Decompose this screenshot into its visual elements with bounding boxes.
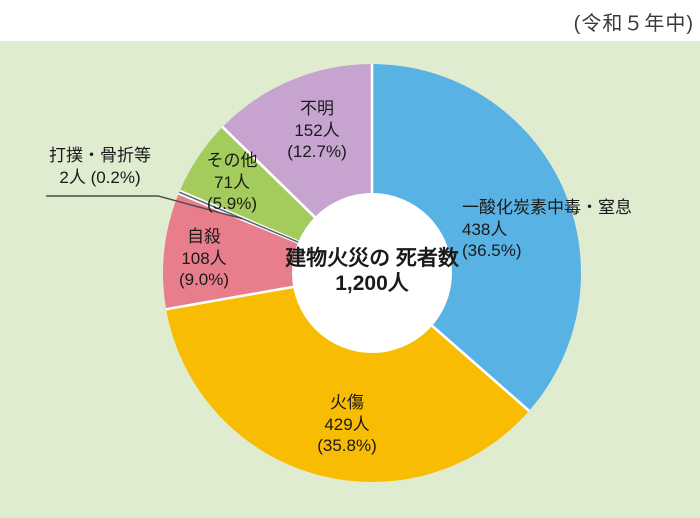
slice-count: 108人	[181, 248, 227, 268]
slice-count-percent: 2人 (0.2%)	[30, 167, 170, 189]
slice-name: 不明	[300, 99, 334, 118]
slice-name: 自殺	[187, 227, 221, 246]
slice-label-bruise-fracture: 打撲・骨折等 2人 (0.2%)	[30, 145, 170, 188]
slice-count: 152人	[294, 120, 340, 140]
slice-count: 71人	[214, 172, 250, 192]
slice-name: 火傷	[330, 393, 364, 412]
slice-percent: (9.0%)	[178, 270, 230, 289]
slice-name: 一酸化炭素中毒・窒息	[462, 198, 632, 217]
pie-slice-burns	[166, 273, 530, 482]
chart-center-label: 建物火災の 死者数 1,200人	[272, 246, 472, 296]
slice-percent: (0.2%)	[90, 167, 141, 187]
slice-label-other: その他 71人 (5.9%)	[167, 150, 297, 215]
slice-label-unknown: 不明 152人 (12.7%)	[252, 98, 382, 163]
slice-count: 438人	[462, 219, 508, 239]
slice-percent: (12.7%)	[287, 142, 347, 161]
slice-name: 打撲・骨折等	[49, 146, 151, 165]
slice-count: 429人	[324, 414, 370, 434]
slice-percent: (35.8%)	[317, 436, 377, 455]
slice-count: 2人	[59, 167, 86, 187]
center-label-line3: 1,200人	[335, 272, 409, 295]
slice-percent: (5.9%)	[206, 194, 258, 213]
center-label-line1: 建物火災の	[285, 247, 391, 270]
donut-hole	[292, 193, 452, 353]
period-label: (令和５年中)	[573, 13, 694, 35]
leader-line-bruise-fracture	[46, 195, 244, 220]
pie-slice-co-poisoning	[372, 64, 581, 411]
slice-percent: (36.5%)	[462, 241, 522, 260]
center-label-line2: 死者数	[395, 247, 459, 270]
slice-name: その他	[206, 151, 258, 170]
slice-label-suicide: 自殺 108人 (9.0%)	[134, 226, 274, 291]
slice-label-burns: 火傷 429人 (35.8%)	[277, 392, 417, 457]
slice-label-co-poisoning: 一酸化炭素中毒・窒息 438人 (36.5%)	[462, 197, 672, 262]
